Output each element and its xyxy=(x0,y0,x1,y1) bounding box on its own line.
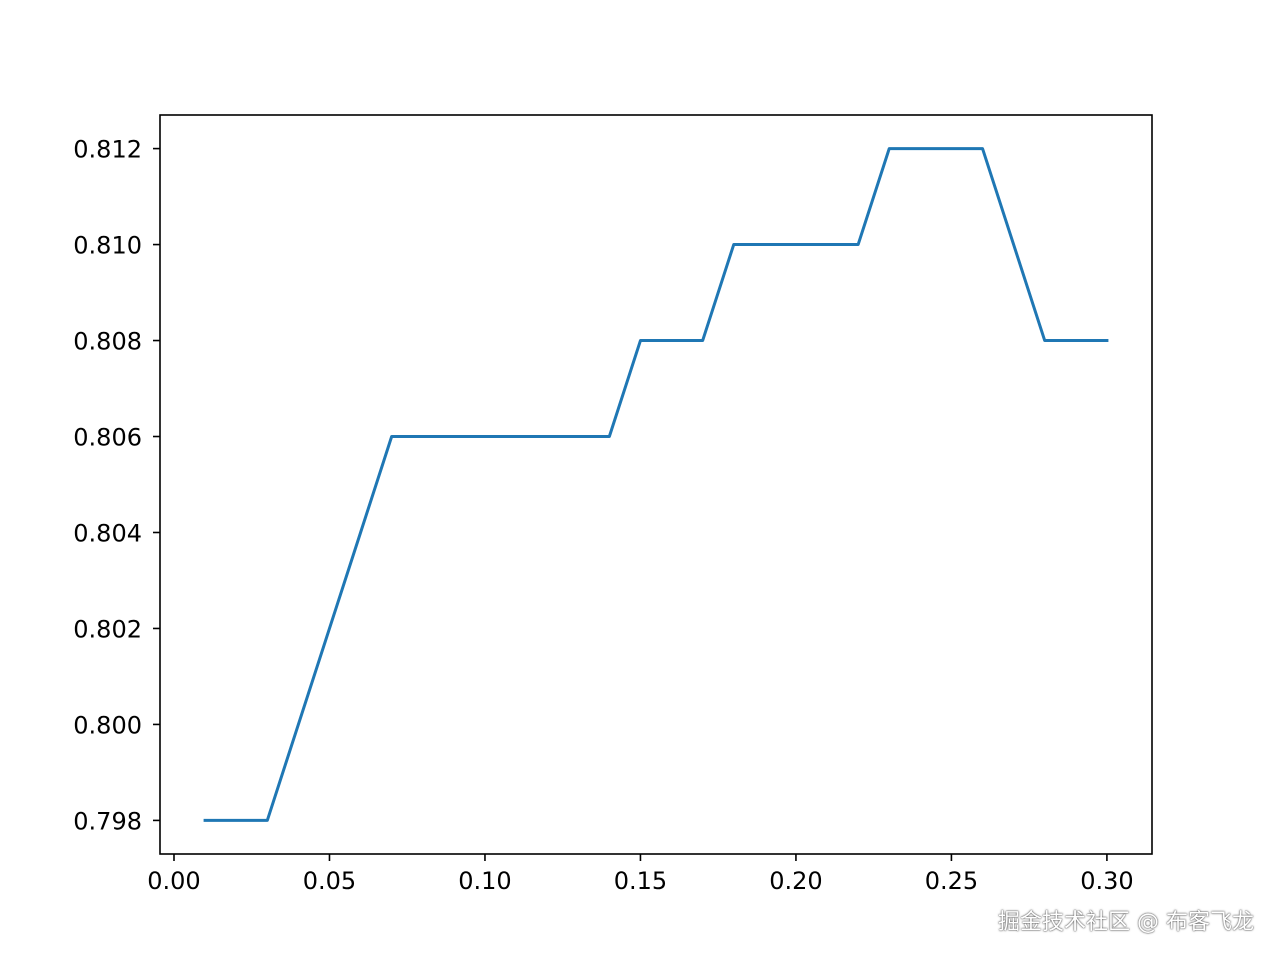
y-tick-label: 0.806 xyxy=(73,424,142,452)
y-tick-label: 0.808 xyxy=(73,328,142,356)
x-tick-label: 0.20 xyxy=(769,867,822,895)
x-axis-ticks: 0.00 0.05 0.10 0.15 0.20 0.25 0.30 xyxy=(147,854,1134,895)
plot-frame xyxy=(159,114,1153,855)
series-layer xyxy=(203,147,1109,822)
y-tick-label: 0.804 xyxy=(73,519,142,547)
watermark-text: 掘金技术社区 @ 布客飞龙 xyxy=(998,910,1254,935)
x-tick-label: 0.15 xyxy=(614,867,667,895)
x-tick-label: 0.05 xyxy=(303,867,356,895)
y-tick-label: 0.810 xyxy=(73,232,142,260)
x-tick-label: 0.30 xyxy=(1080,867,1133,895)
y-tick-label: 0.798 xyxy=(73,807,142,835)
y-axis-ticks: 0.798 0.800 0.802 0.804 0.806 0.808 0.810 0.812 xyxy=(73,136,160,835)
x-tick-label: 0.10 xyxy=(458,867,511,895)
y-tick-label: 0.802 xyxy=(73,615,142,643)
y-tick-label: 0.800 xyxy=(73,711,142,739)
series-line-1 xyxy=(203,147,1109,822)
x-tick-label: 0.00 xyxy=(147,867,200,895)
y-tick-label: 0.812 xyxy=(73,136,142,164)
x-tick-label: 0.25 xyxy=(925,867,978,895)
